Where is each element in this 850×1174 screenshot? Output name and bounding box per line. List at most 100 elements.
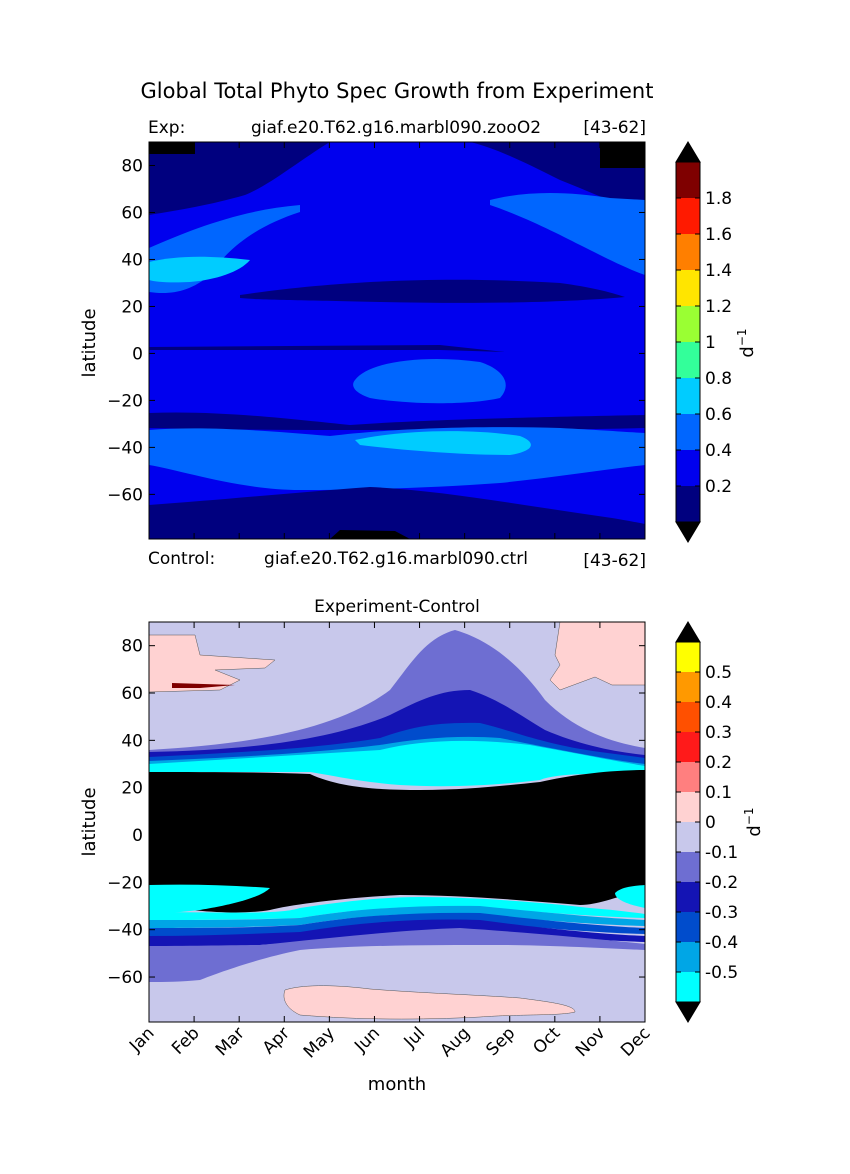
diff-contour-antarctic-positive (283, 985, 576, 1020)
x-tick-label: Sep (482, 1023, 519, 1060)
x-tick-label: Feb (168, 1023, 203, 1058)
figure-title: Global Total Phyto Spec Growth from Expe… (141, 79, 654, 103)
colorbar-tick-label: 0.1 (705, 783, 732, 803)
x-tick-label: Apr (259, 1023, 294, 1058)
y-tick-label: 80 (121, 156, 143, 176)
difference-panel: Experiment-Control (79, 597, 765, 1095)
control-prefix: Control: (148, 549, 215, 569)
control-case-name: giaf.e20.T62.g16.marbl090.ctrl (264, 549, 528, 569)
colorbar-segment (676, 234, 700, 270)
colorbar-tick-label: 0.2 (705, 753, 732, 773)
colorbar-segment (676, 972, 700, 1002)
colorbar-tick-label: 0.2 (705, 477, 732, 497)
exp-colorbar-unit: d−1 (735, 328, 758, 357)
colorbar-extend-max (675, 141, 701, 163)
diff-contour-arctic-positive-west (149, 634, 276, 693)
diff-y-axis-label: latitude (79, 787, 100, 856)
diff-plot-frame (148, 621, 646, 1023)
diff-contour-tropics-black (149, 770, 645, 913)
diff-contour-sh-minus04 (149, 912, 645, 936)
colorbar-tick-label: 0.4 (705, 441, 732, 461)
diff-panel-title: Experiment-Control (314, 597, 480, 617)
diff-contour-sh-cyan-east (615, 885, 645, 908)
colorbar-segment (676, 378, 700, 414)
colorbar-segment (676, 414, 700, 450)
diff-colorbar: -0.5 -0.4 -0.3 -0.2 -0.1 0 0.1 0.2 0.3 0.4 0.5 (675, 621, 738, 1023)
y-tick-label: 0 (132, 344, 143, 364)
control-years: [43-62] (583, 551, 646, 571)
colorbar-tick-label: 0 (705, 813, 716, 833)
y-tick-label: −20 (107, 873, 143, 893)
diff-contour-sh-cyan-west (149, 884, 270, 915)
exp-prefix: Exp: (148, 118, 185, 138)
exp-contour-arctic-extreme-east (600, 142, 645, 168)
diff-contour-sh-cyan (149, 897, 645, 920)
y-tick-label: 60 (121, 684, 143, 704)
x-tick-label: Mar (212, 1023, 249, 1060)
x-tick-label: Jul (400, 1023, 429, 1052)
y-tick-label: 40 (121, 731, 143, 751)
exp-y-tick-labels: 80 60 40 20 0 −20 −40 −60 (107, 156, 143, 505)
colorbar-tick-label: -0.4 (705, 933, 738, 953)
x-tick-label: Oct (529, 1023, 564, 1058)
y-tick-label: −60 (107, 485, 143, 505)
y-tick-label: 0 (132, 826, 143, 846)
diff-x-axis-label: month (368, 1074, 426, 1095)
exp-contour-arctic-extreme-west (149, 142, 195, 154)
diff-contour-sh-minus05 (149, 905, 645, 928)
exp-contour-sh-high (355, 431, 531, 455)
x-tick-label: Dec (617, 1023, 654, 1060)
colorbar-segment (676, 852, 700, 882)
colorbar-segment (676, 882, 700, 912)
experiment-field (149, 142, 645, 539)
colorbar-segment (676, 942, 700, 972)
colorbar-tick-label: 0.4 (705, 693, 732, 713)
colorbar-segment (676, 792, 700, 822)
x-tick-label: Jan (125, 1023, 158, 1056)
colorbar-segment (676, 642, 700, 672)
colorbar-segment (676, 702, 700, 732)
colorbar-segment (676, 762, 700, 792)
diff-axis-ticks (148, 622, 646, 1022)
difference-field (149, 622, 645, 1022)
colorbar-tick-label: -0.5 (705, 963, 738, 983)
colorbar-segment (676, 450, 700, 486)
colorbar-segment (676, 342, 700, 378)
x-tick-label: Nov (572, 1023, 610, 1061)
exp-contour-equator-low (149, 345, 505, 352)
y-tick-label: 40 (121, 250, 143, 270)
exp-contour-nh-high-west (149, 256, 250, 283)
exp-y-axis-label: latitude (79, 308, 100, 377)
colorbar-tick-label: 1.6 (705, 225, 732, 245)
exp-contour-nh-band-east (490, 193, 645, 275)
colorbar-tick-label: -0.2 (705, 873, 738, 893)
colorbar-extend-max (675, 621, 701, 643)
diff-contour-sh-minus02 (149, 928, 645, 982)
colorbar-extend-min (675, 1001, 701, 1023)
x-tick-label: May (300, 1023, 339, 1062)
exp-contour-nh-subtropical-low (240, 279, 625, 303)
colorbar-tick-label: 1.8 (705, 189, 732, 209)
exp-colorbar: 0.2 0.4 0.6 0.8 1 1.2 1.4 1.6 1.8 (675, 141, 732, 543)
diff-contour-nh-cyan (149, 740, 645, 787)
x-tick-label: Jun (350, 1023, 384, 1057)
y-tick-label: 20 (121, 297, 143, 317)
exp-years: [43-62] (583, 118, 646, 138)
colorbar-segment (676, 912, 700, 942)
experiment-panel: Exp: giaf.e20.T62.g16.marbl090.zooO2 [43… (79, 118, 758, 571)
colorbar-tick-label: -0.3 (705, 903, 738, 923)
diff-x-tick-labels: Jan Feb Mar Apr May Jun Jul Aug Sep Oct Nov Dec (125, 1023, 654, 1062)
diff-contour-arctic-positive-east (549, 622, 645, 691)
colorbar-tick-label: -0.1 (705, 843, 738, 863)
y-tick-label: 60 (121, 203, 143, 223)
exp-contour-equatorial-high (353, 359, 506, 404)
colorbar-segment (676, 486, 700, 522)
colorbar-tick-label: 0.3 (705, 723, 732, 743)
y-tick-label: 20 (121, 779, 143, 799)
exp-plot-frame (148, 141, 646, 540)
colorbar-tick-label: 0.6 (705, 405, 732, 425)
exp-contour-arctic-low (149, 142, 645, 215)
exp-contour-antarctic-extreme (330, 530, 410, 539)
diff-contour-arctic-extreme-west (172, 683, 235, 688)
colorbar-tick-label: 0.8 (705, 369, 732, 389)
